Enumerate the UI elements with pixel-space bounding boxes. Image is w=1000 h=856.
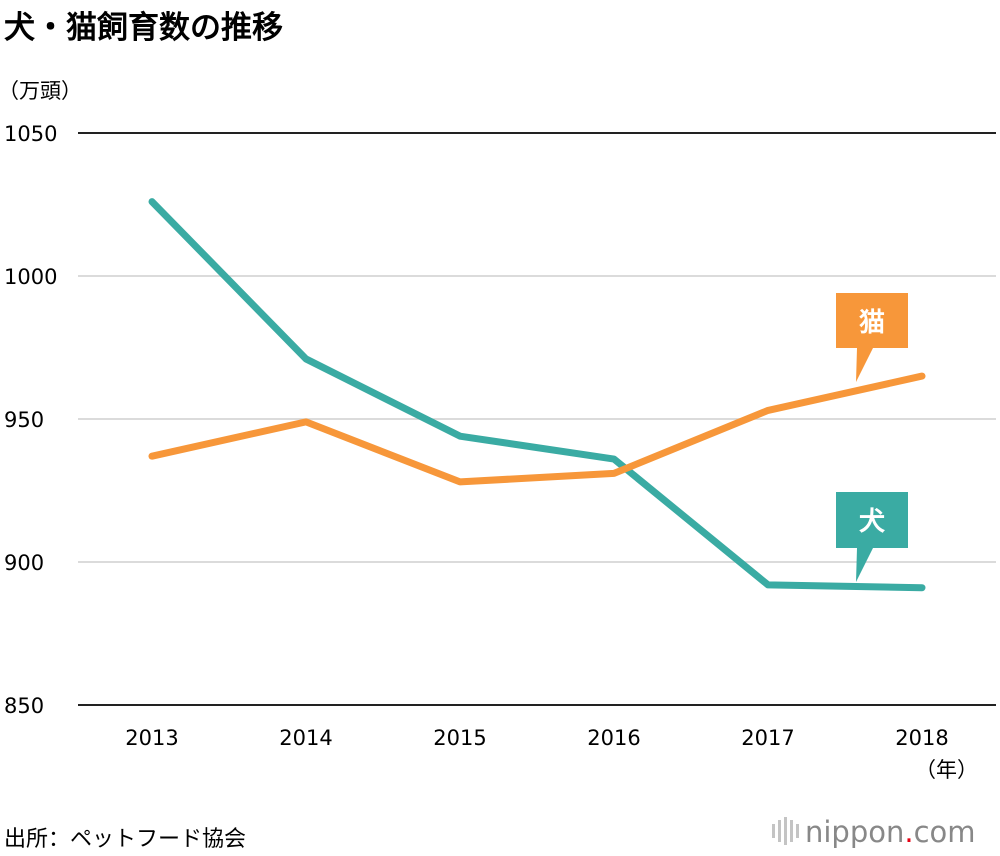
x-tick-label: 2014 <box>279 726 332 750</box>
callout-dog-label: 犬 <box>859 507 886 537</box>
x-tick-label: 2016 <box>587 726 640 750</box>
callout-cat: 猫 <box>836 293 908 382</box>
series-lines <box>148 198 926 592</box>
y-tick-label: 850 <box>4 694 44 718</box>
x-tick-label: 2017 <box>741 726 794 750</box>
callout-dog: 犬 <box>836 492 908 582</box>
y-tick-label: 1000 <box>4 265 57 289</box>
logo-text: nippon.com <box>805 815 976 849</box>
x-tick-label: 2018 <box>895 726 948 750</box>
logo-bars-icon <box>772 817 799 845</box>
chart-title: 犬・猫飼育数の推移 <box>4 10 283 46</box>
series-line-cat <box>148 372 926 486</box>
y-axis-ticks: 1050 1000 950 900 850 <box>4 122 57 718</box>
gridlines <box>78 132 996 706</box>
callout-cat-label: 猫 <box>859 308 885 338</box>
y-tick-label: 1050 <box>4 122 57 146</box>
y-tick-label: 950 <box>4 408 44 432</box>
x-tick-label: 2015 <box>433 726 486 750</box>
x-axis-unit: （年） <box>915 758 978 782</box>
callout-dog-shape <box>836 492 908 582</box>
y-tick-label: 900 <box>4 551 44 575</box>
callout-cat-shape <box>836 293 908 382</box>
y-axis-unit: （万頭） <box>0 79 82 103</box>
x-axis-ticks: 2013 2014 2015 2016 2017 2018 <box>125 726 948 750</box>
series-line-dog <box>148 198 926 592</box>
nippon-logo: nippon.com <box>772 815 976 849</box>
source-note: 出所：ペットフード協会 <box>4 827 246 852</box>
x-tick-label: 2013 <box>125 726 178 750</box>
